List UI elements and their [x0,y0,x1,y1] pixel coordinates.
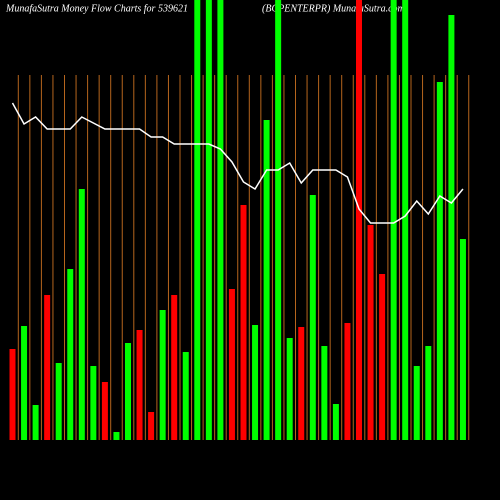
bar [275,0,282,440]
bar [286,338,293,440]
bar [101,382,108,440]
bar [44,295,51,440]
bar [413,366,420,440]
bar [298,327,305,440]
bar [402,0,409,440]
bar [309,195,316,440]
bar [263,120,270,440]
chart-title: MunafaSutra Money Flow Charts for 539621 [5,3,188,14]
bar [344,323,351,440]
bar [356,0,362,440]
bar [252,325,259,440]
bar [182,352,189,440]
bar [21,326,28,440]
bar [9,349,16,440]
chart-subtitle: (BCPENTERPR) MunafaSutra.com [262,3,405,14]
bar [436,82,443,440]
bar [55,363,62,440]
bar [379,274,386,440]
bar [228,289,235,440]
bar [113,432,120,440]
bar [159,310,166,440]
bar [240,205,247,440]
bar [448,15,455,440]
bar [67,269,74,440]
bar [78,189,85,440]
bar [459,239,466,440]
bar [90,366,97,440]
bar [194,0,201,440]
bar [367,225,374,440]
bar [205,0,212,440]
bar [321,346,328,440]
bar [148,412,155,440]
bar [32,405,39,440]
money-flow-line [11,102,464,224]
bar [390,0,397,440]
bar [136,330,143,440]
bar [425,346,432,440]
bar [171,295,178,440]
bar [332,404,339,440]
bar [125,343,131,440]
bar [217,0,224,440]
